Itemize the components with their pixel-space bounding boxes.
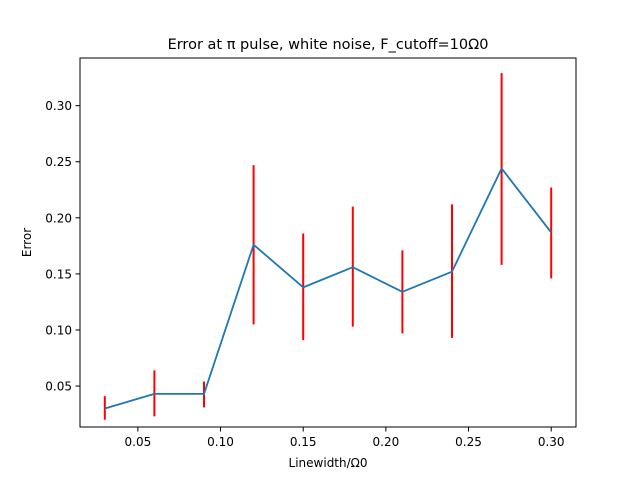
y-tick-label: 0.20 bbox=[45, 211, 72, 225]
y-tick-label: 0.25 bbox=[45, 155, 72, 169]
series-layer bbox=[104, 167, 552, 410]
plot-frame bbox=[79, 57, 577, 428]
x-tick-label: 0.05 bbox=[125, 435, 152, 449]
x-axis-label: Linewidth/Ω0 bbox=[289, 456, 368, 470]
x-tick-label: 0.10 bbox=[207, 435, 234, 449]
y-tick-label: 0.30 bbox=[45, 99, 72, 113]
x-tick-label: 0.30 bbox=[538, 435, 565, 449]
x-tick-label: 0.15 bbox=[290, 435, 317, 449]
chart-title: Error at π pulse, white noise, F_cutoff=… bbox=[168, 37, 489, 53]
y-tick-label: 0.15 bbox=[45, 267, 72, 281]
plot-area bbox=[80, 58, 576, 427]
y-ticks-layer: 0.05 0.10 0.15 0.20 0.25 0.30 bbox=[45, 99, 80, 394]
y-tick-label: 0.05 bbox=[45, 380, 72, 394]
x-tick-label: 0.25 bbox=[455, 435, 482, 449]
y-axis-label: Error bbox=[20, 228, 34, 257]
x-tick-label: 0.20 bbox=[373, 435, 400, 449]
x-ticks-layer: 0.05 0.10 0.15 0.20 0.25 0.30 bbox=[125, 427, 565, 449]
series-line bbox=[104, 167, 552, 410]
y-tick-label: 0.10 bbox=[45, 323, 72, 337]
